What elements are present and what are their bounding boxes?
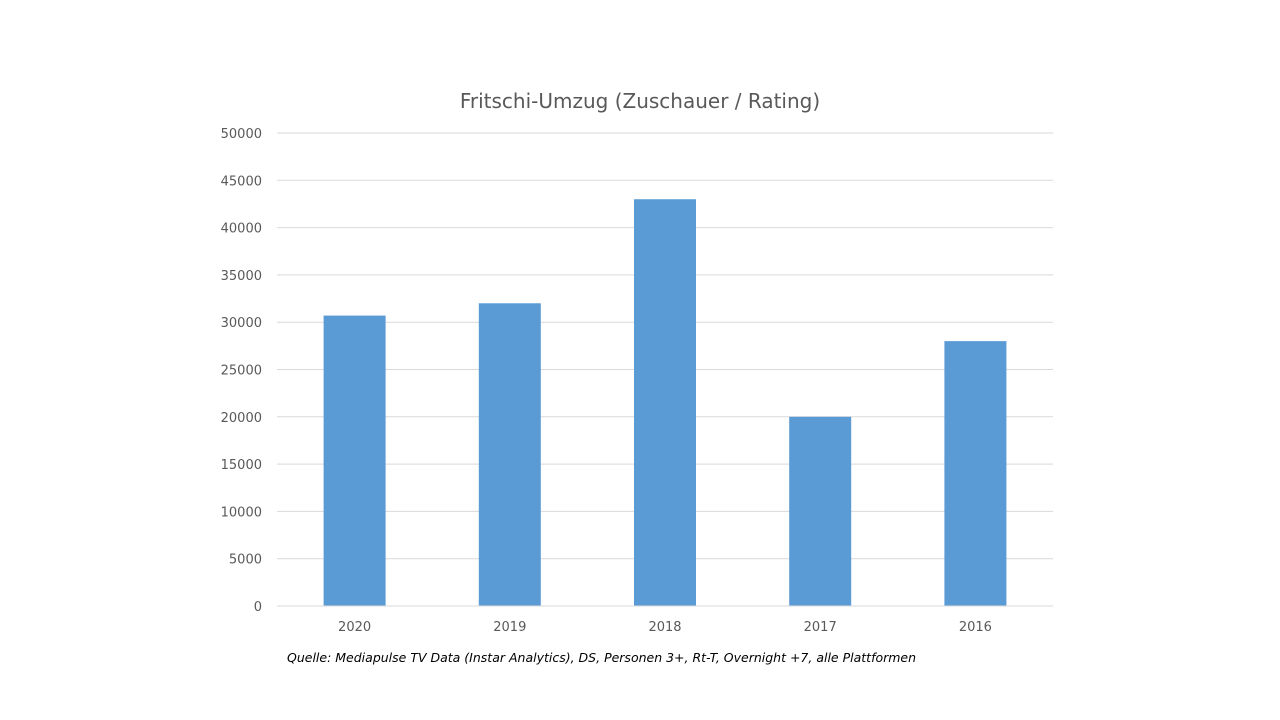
bar-2020 bbox=[323, 315, 386, 606]
bars bbox=[323, 199, 1007, 606]
bar-2018 bbox=[634, 199, 696, 606]
source-note: Quelle: Mediapulse TV Data (Instar Analy… bbox=[287, 650, 917, 665]
y-tick-label: 50000 bbox=[221, 127, 262, 142]
bar-2016 bbox=[944, 341, 1007, 606]
y-tick-label: 15000 bbox=[221, 458, 262, 473]
y-tick-label: 5000 bbox=[229, 553, 262, 568]
y-tick-label: 0 bbox=[254, 600, 262, 615]
y-tick-label: 20000 bbox=[221, 411, 262, 426]
y-tick-label: 10000 bbox=[221, 505, 262, 520]
x-tick-label: 2016 bbox=[959, 620, 992, 635]
y-tick-label: 40000 bbox=[221, 222, 262, 237]
x-axis-ticks: 2020 2019 2018 2017 2016 bbox=[338, 620, 992, 635]
y-tick-label: 25000 bbox=[221, 364, 262, 379]
y-tick-label: 45000 bbox=[221, 174, 262, 189]
bar-2017 bbox=[789, 416, 852, 606]
y-tick-label: 35000 bbox=[221, 269, 262, 284]
bar-2019 bbox=[478, 303, 541, 606]
y-tick-label: 30000 bbox=[221, 316, 262, 331]
x-tick-label: 2018 bbox=[648, 620, 681, 635]
y-axis-ticks: 0 5000 10000 15000 20000 25000 30000 35000 40000… bbox=[221, 127, 262, 615]
chart-title: Fritschi-Umzug (Zuschauer / Rating) bbox=[460, 89, 820, 113]
x-tick-label: 2017 bbox=[804, 620, 837, 635]
x-tick-label: 2020 bbox=[338, 620, 371, 635]
x-tick-label: 2019 bbox=[493, 620, 526, 635]
